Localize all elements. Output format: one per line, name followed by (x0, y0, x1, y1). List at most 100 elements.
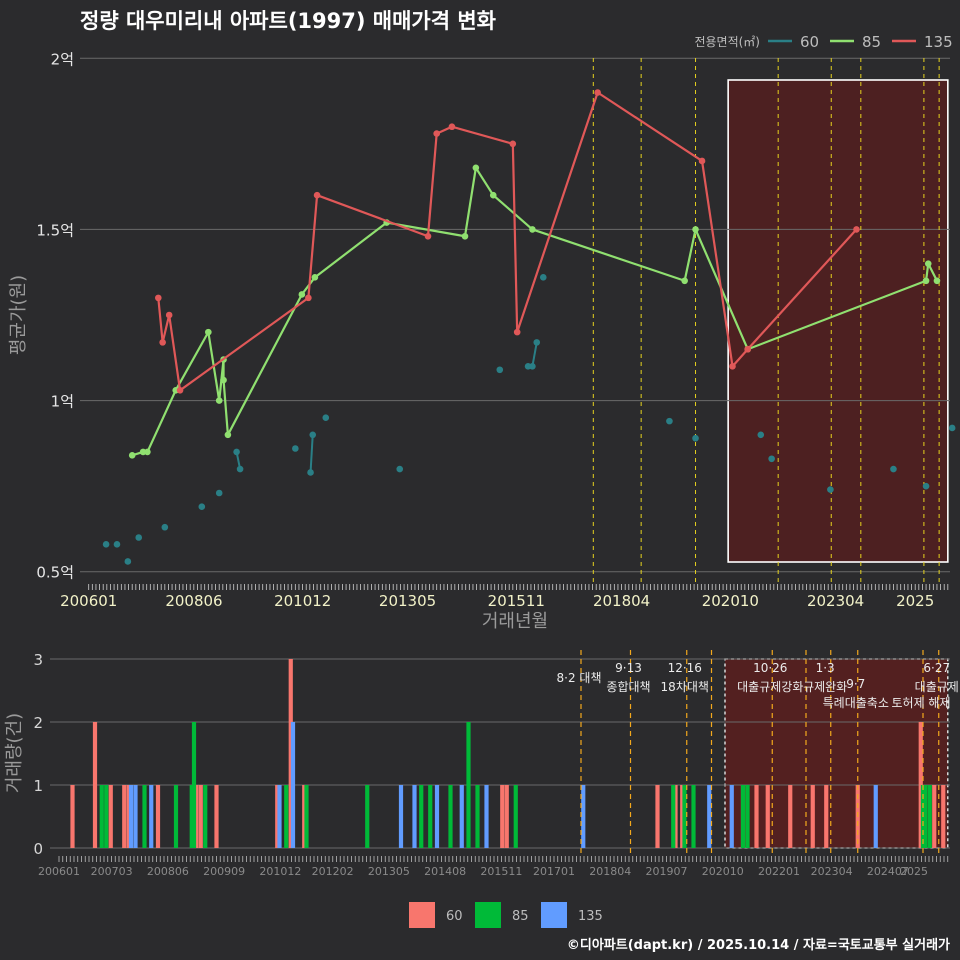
highlight-box (727, 79, 949, 563)
volume-bar-60 (788, 785, 793, 848)
volume-bar-135 (290, 722, 296, 848)
policy-annotation: 9·13 (615, 661, 642, 675)
x-tick-label: 201804 (593, 592, 650, 610)
series-60-point (236, 465, 244, 473)
series-60-point (529, 363, 536, 370)
volume-bar-60 (655, 785, 660, 848)
legend-label-60: 60 (800, 33, 819, 51)
volume-y-tick-label: 0 (33, 840, 43, 858)
series-85-point (489, 191, 497, 199)
series-60-point (692, 434, 699, 442)
policy-annotation: 8·2 대책 (557, 670, 602, 685)
price-legend: 전용면적(㎡) 60 85 135 (694, 33, 952, 51)
policy-annotation: 규제완화 (803, 680, 847, 694)
series-85-point (924, 260, 932, 267)
volume-x-tick-label: 202407 (867, 865, 909, 878)
volume-bar-85 (99, 785, 104, 848)
series-135-point (744, 345, 752, 353)
volume-x-tick-label: 200806 (147, 865, 189, 878)
series-60-point (666, 417, 673, 425)
series-135-point (853, 226, 860, 233)
series-60-point (827, 486, 834, 493)
policy-annotation: 특례대출축소 (823, 696, 889, 710)
series-135-point (313, 191, 321, 199)
volume-bar-60 (932, 785, 937, 848)
series-135-line (157, 91, 858, 392)
volume-bar-135 (149, 785, 154, 848)
series-60-point (322, 414, 330, 421)
series-85-point (298, 291, 306, 298)
volume-bar-85 (927, 785, 932, 848)
series-85-point (205, 328, 212, 336)
series-135-point (165, 311, 173, 319)
volume-bar-60 (918, 722, 923, 848)
volume-bar-85 (513, 785, 518, 848)
series-60-point (233, 448, 240, 456)
volume-bar-60 (155, 785, 161, 848)
volume-x-tick-label: 201511 (480, 865, 522, 878)
x-tick-label: 202010 (702, 592, 759, 610)
series-135-point (509, 140, 517, 148)
volume-y-axis-title: 거래량(건) (4, 713, 25, 793)
series-60-point (496, 366, 504, 374)
volume-bar-60 (70, 785, 75, 848)
volume-bar-135 (133, 785, 138, 848)
volume-bar-135 (398, 785, 404, 848)
series-60-line (309, 434, 314, 473)
series-60-point (215, 489, 223, 497)
series-60-point (307, 469, 314, 476)
series-60-point (161, 523, 169, 531)
series-135-point (424, 232, 432, 240)
series-135-point (155, 294, 162, 302)
volume-bar-60 (92, 722, 98, 848)
policy-annotation: 9·7 (846, 677, 865, 691)
x-tick-label: 2025 (896, 592, 934, 610)
series-85-point (220, 376, 227, 384)
series-60-point (890, 465, 897, 473)
volume-x-tick-label: 201305 (368, 865, 410, 878)
policy-annotation: 1·3 (816, 661, 835, 675)
series-135-point (594, 89, 601, 96)
volume-bar-60 (824, 785, 829, 848)
volume-bar-85 (682, 785, 687, 848)
volume-x-tick-label: 202010 (702, 865, 744, 878)
volume-bar-85 (923, 785, 928, 848)
policy-annotation: 10·26 (753, 661, 787, 675)
volume-bar-85 (365, 785, 370, 848)
volume-bar-85 (745, 785, 750, 848)
volume-bar-60 (680, 785, 685, 848)
series-135-point (176, 387, 184, 394)
volume-bar-60 (108, 785, 113, 848)
volume-bar-135 (459, 785, 464, 848)
volume-bar-135 (581, 785, 586, 848)
policy-annotation: 12·16 (668, 661, 702, 675)
series-85-point (529, 226, 536, 233)
policy-annotation: 종합대책 (606, 679, 650, 694)
series-135-point (729, 363, 736, 370)
credit-text: ©디아파트(dapt.kr) / 2025.10.14 / 자료=국토교통부 실… (567, 937, 950, 953)
volume-x-tick-label: 202304 (811, 865, 853, 878)
series-85-point (933, 277, 941, 285)
x-tick-label: 201511 (488, 592, 545, 610)
chart-title: 정량 대우미리내 아파트(1997) 매매가격 변화 (80, 9, 497, 33)
y-tick-label: 0.5억 (36, 564, 74, 582)
volume-bar-60 (126, 785, 131, 848)
volume-bar-60 (275, 785, 280, 848)
series-135-point (159, 339, 166, 346)
series-60-point (124, 558, 132, 565)
series-85-point (215, 397, 223, 404)
legend-label-85: 85 (862, 33, 881, 51)
volume-legend-label-135: 135 (578, 909, 603, 924)
volume-legend: 60 85 135 (409, 902, 603, 928)
policy-annotation: 토허제 해제 (891, 696, 950, 710)
series-60-point (948, 424, 956, 432)
series-60-point (768, 455, 775, 463)
legend-label-135: 135 (924, 33, 953, 51)
x-tick-label: 202304 (807, 592, 864, 610)
volume-legend-label-60: 60 (446, 909, 463, 924)
series-60-point (533, 339, 541, 346)
volume-bar-85 (191, 722, 197, 848)
series-60-line (531, 342, 538, 367)
volume-bar-60 (194, 785, 199, 848)
